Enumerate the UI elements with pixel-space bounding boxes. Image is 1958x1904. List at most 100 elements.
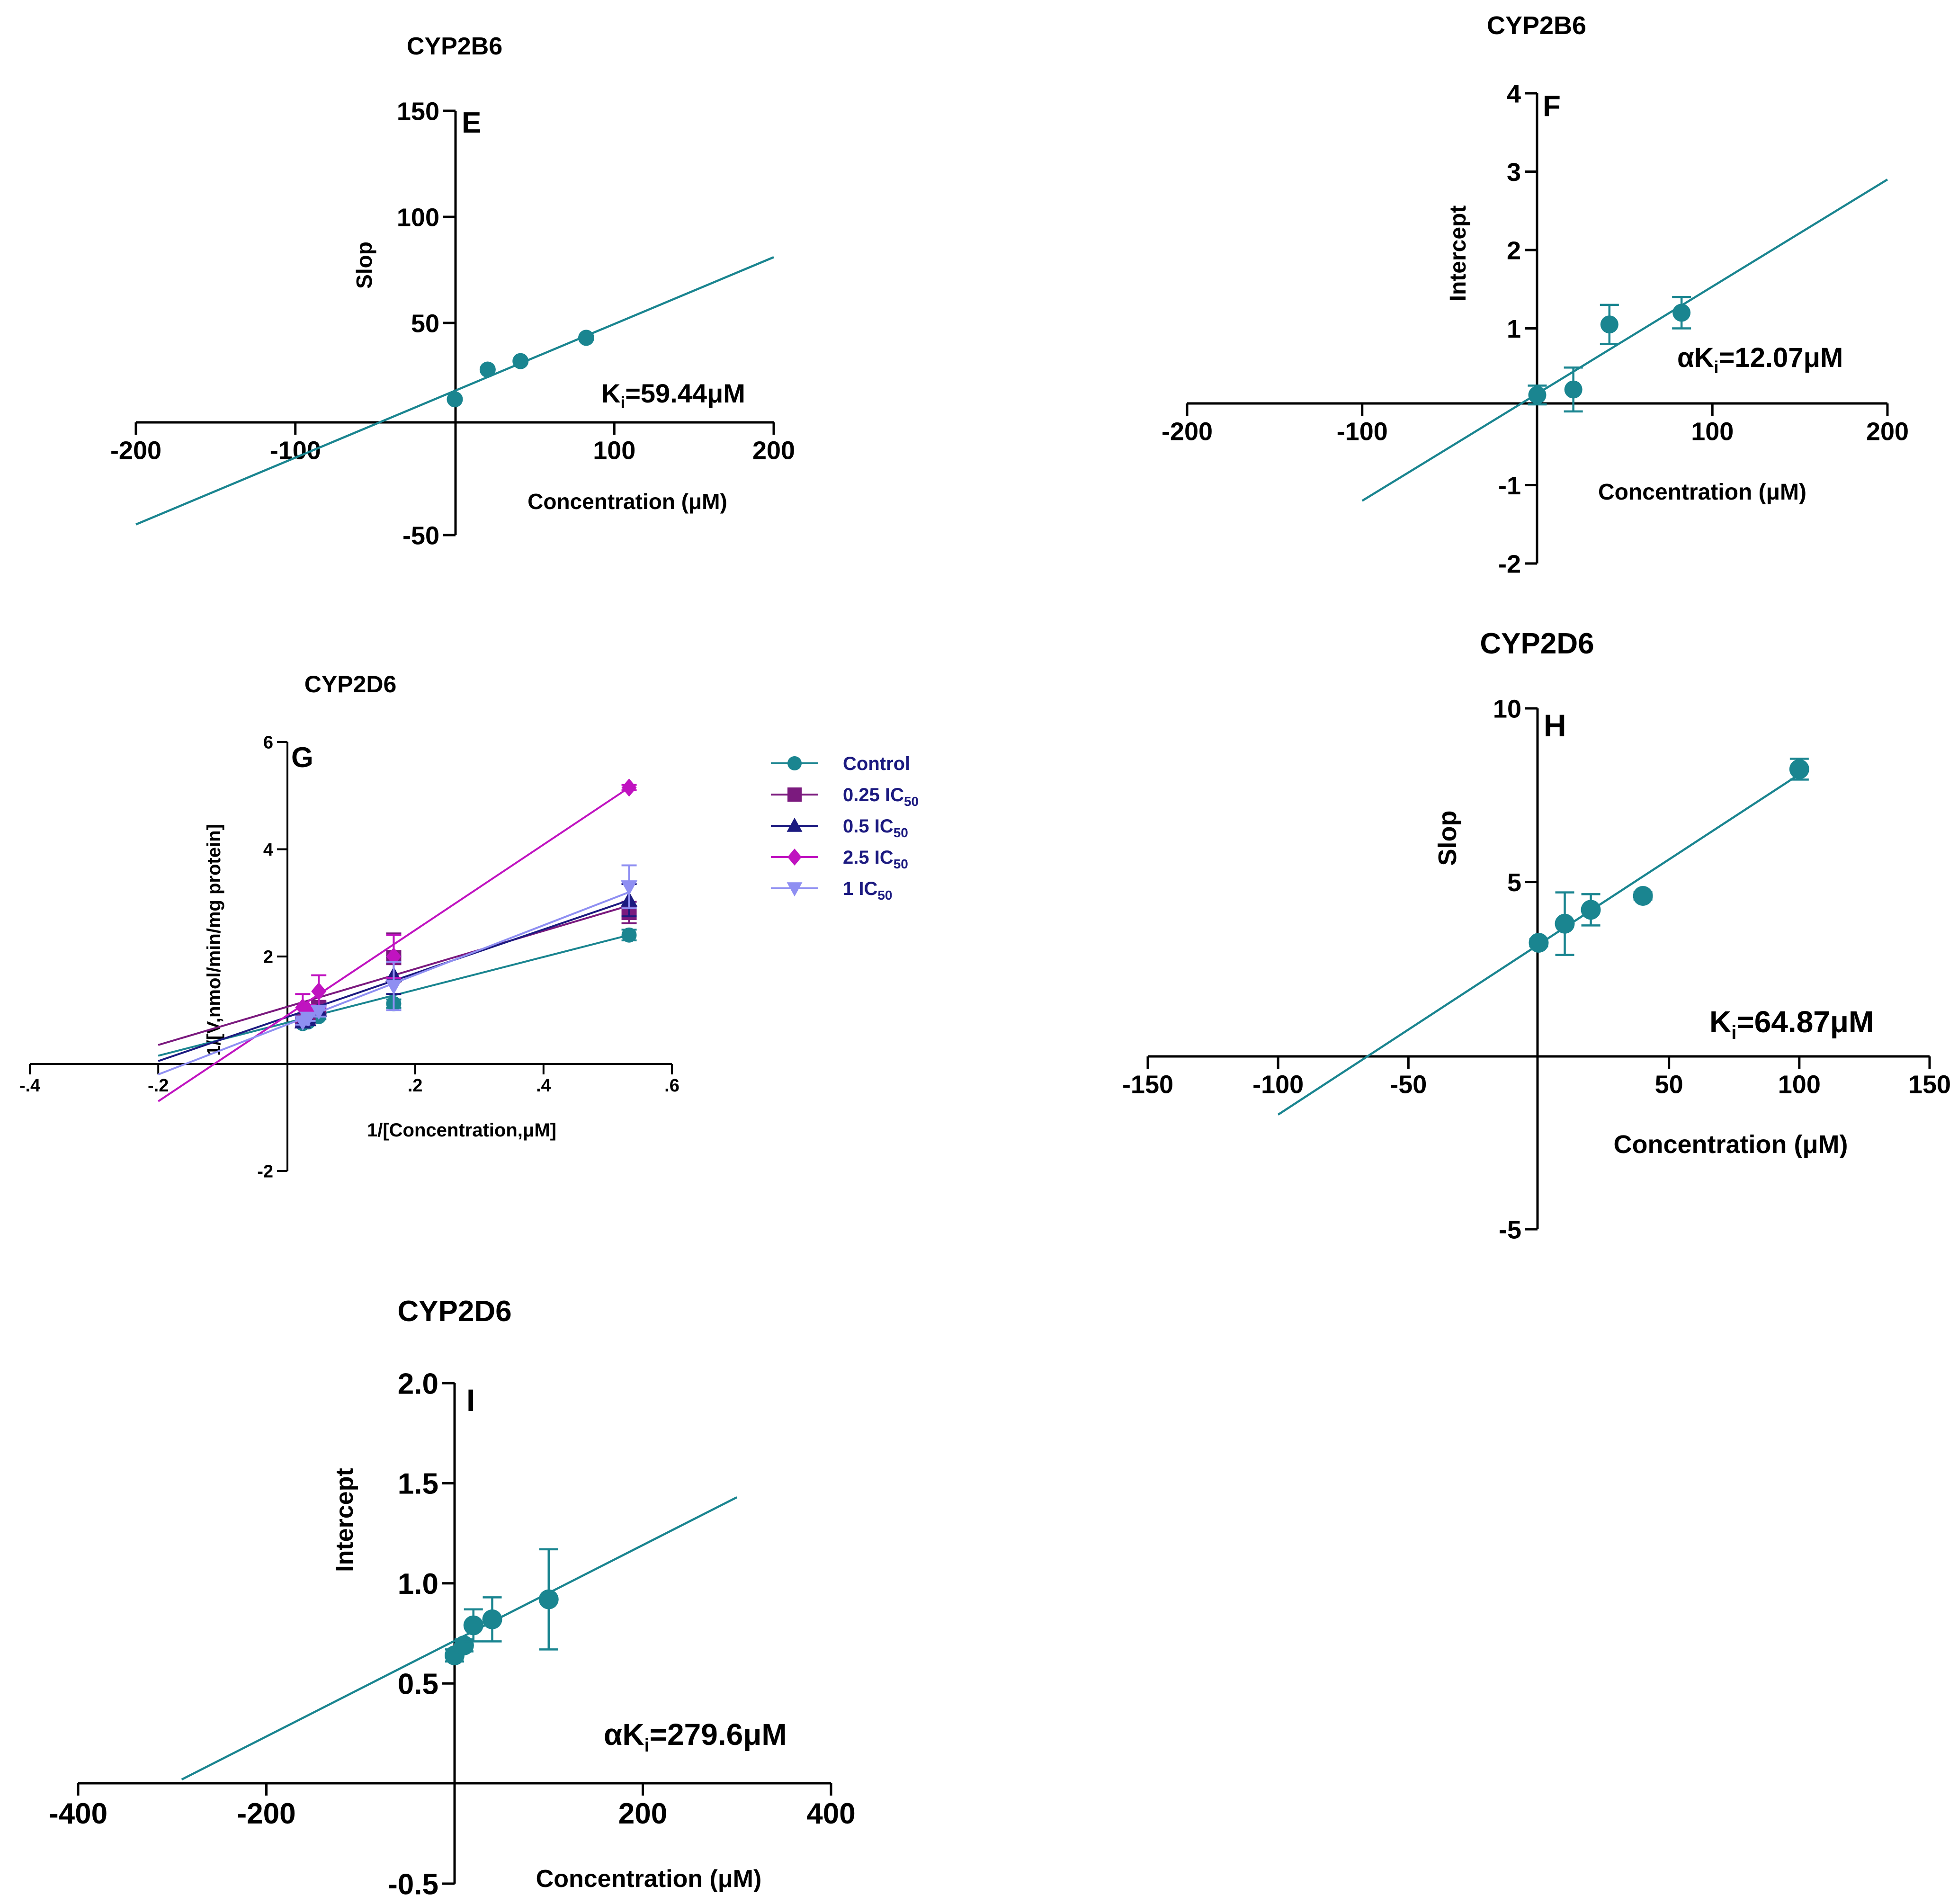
y-tick-label: 50 bbox=[411, 309, 439, 338]
x-axis-title: Concentration (μM) bbox=[1598, 480, 1806, 505]
x-tick-label: 100 bbox=[593, 436, 635, 465]
panel-h-chart: CYP2D6 H -150 -100 -50 50 100 150 -5 5 10 Concentra… bbox=[1122, 627, 1951, 1244]
y-tick-label: -0.5 bbox=[388, 1868, 438, 1901]
y-tick-label: 2 bbox=[1507, 236, 1521, 265]
data-point bbox=[620, 880, 638, 896]
y-axis-title: 1/[V,nmol/min/mg protein] bbox=[204, 824, 224, 1056]
panel-f-chart: CYP2B6 F -200 -100 100 200 -2 -1 1 2 3 4 Concentrati… bbox=[1162, 11, 1909, 578]
legend-label: 1 IC50 bbox=[843, 878, 893, 903]
y-tick-label: 3 bbox=[1507, 158, 1521, 187]
y-axis-title: Intercept bbox=[1446, 206, 1471, 302]
data-point bbox=[1789, 759, 1809, 779]
data-point bbox=[1672, 304, 1691, 322]
chart-title: CYP2B6 bbox=[1487, 11, 1586, 40]
x-tick-label: 200 bbox=[618, 1797, 667, 1830]
data-point bbox=[578, 330, 594, 346]
data-point bbox=[1555, 913, 1575, 934]
y-tick-label: -5 bbox=[1499, 1216, 1521, 1244]
data-point bbox=[1528, 386, 1547, 404]
data-point bbox=[1581, 900, 1601, 920]
x-tick-label: 200 bbox=[1866, 417, 1909, 446]
legend-label: Control bbox=[843, 753, 910, 774]
y-tick-label: 10 bbox=[1493, 695, 1521, 723]
y-tick-label: -2 bbox=[257, 1162, 273, 1182]
panel-g-legend: Control 0.25 IC50 0.5 IC50 2.5 IC50 1 IC50 bbox=[771, 753, 919, 903]
data-point bbox=[300, 1001, 316, 1019]
x-tick-label: -.4 bbox=[19, 1076, 40, 1096]
panel-letter: E bbox=[462, 107, 481, 139]
legend-label: 0.25 IC50 bbox=[843, 785, 919, 809]
ki-annotation: Ki=64.87μM bbox=[1709, 1005, 1874, 1043]
chart-title: CYP2D6 bbox=[1480, 627, 1594, 660]
data-point bbox=[385, 979, 402, 995]
x-axis-title: 1/[Concentration,μM] bbox=[367, 1120, 556, 1141]
y-tick-label: 4 bbox=[1507, 80, 1521, 108]
y-tick-label: 6 bbox=[263, 733, 273, 753]
data-point bbox=[447, 391, 463, 408]
chart-title: CYP2D6 bbox=[304, 671, 397, 697]
data-point bbox=[1600, 315, 1618, 334]
data-point bbox=[463, 1615, 483, 1636]
x-tick-label: -200 bbox=[110, 436, 161, 465]
ki-annotation: Ki=59.44μM bbox=[601, 378, 745, 412]
x-tick-label: 200 bbox=[752, 436, 795, 465]
x-tick-label: 100 bbox=[1691, 417, 1734, 446]
data-point bbox=[621, 778, 637, 797]
fit-line bbox=[1361, 179, 1888, 502]
panel-g-chart: CYP2D6 G -.4 -.2 .2 .4 .6 -2 2 4 6 1/[Concentration… bbox=[19, 671, 679, 1182]
data-point bbox=[1529, 933, 1549, 953]
x-tick-label: .6 bbox=[664, 1076, 679, 1096]
y-tick-label: 100 bbox=[397, 203, 439, 232]
panel-i-chart: CYP2D6 I -400 -200 200 400 -0.5 0.5 1.0 1.5 2.0 Con… bbox=[49, 1295, 856, 1901]
x-tick-label: -150 bbox=[1122, 1070, 1173, 1099]
x-tick-label: -100 bbox=[1252, 1070, 1304, 1099]
x-tick-label: 100 bbox=[1778, 1070, 1821, 1099]
legend-marker bbox=[787, 756, 802, 770]
fit-line bbox=[135, 256, 774, 526]
ki-annotation: αKi=12.07μM bbox=[1677, 342, 1843, 377]
x-tick-label: 400 bbox=[806, 1797, 855, 1830]
x-tick-label: -100 bbox=[1337, 417, 1388, 446]
x-tick-label: 150 bbox=[1908, 1070, 1951, 1099]
legend-label: 0.5 IC50 bbox=[843, 816, 908, 840]
x-tick-label: -200 bbox=[237, 1797, 295, 1830]
legend-marker bbox=[787, 849, 802, 866]
x-tick-label: 50 bbox=[1655, 1070, 1683, 1099]
x-tick-label: -50 bbox=[1390, 1070, 1427, 1099]
panel-letter: F bbox=[1543, 90, 1561, 123]
data-point bbox=[538, 1589, 559, 1609]
ki-annotation: αKi=279.6μM bbox=[604, 1717, 787, 1756]
y-tick-label: -2 bbox=[1498, 550, 1521, 578]
panel-letter: G bbox=[291, 742, 313, 773]
chart-title: CYP2B6 bbox=[407, 33, 502, 60]
x-tick-label: -.2 bbox=[148, 1076, 169, 1096]
y-tick-label: -1 bbox=[1498, 472, 1521, 500]
legend-marker bbox=[787, 882, 803, 897]
panel-letter: H bbox=[1544, 708, 1566, 743]
y-tick-label: -50 bbox=[402, 521, 439, 550]
y-tick-label: 2 bbox=[263, 948, 273, 967]
x-tick-label: -400 bbox=[49, 1797, 107, 1830]
data-point bbox=[1564, 380, 1582, 399]
series-magenta bbox=[158, 778, 637, 1102]
data-point bbox=[299, 1011, 317, 1027]
y-tick-label: 5 bbox=[1507, 868, 1521, 897]
legend-label: 2.5 IC50 bbox=[843, 847, 908, 871]
data-point bbox=[311, 982, 327, 1001]
x-axis-title: Concentration (μM) bbox=[1614, 1130, 1848, 1159]
y-axis-title: Intercept bbox=[331, 1468, 358, 1572]
y-tick-label: 2.0 bbox=[398, 1368, 438, 1400]
series-lavender bbox=[158, 864, 638, 1076]
panel-letter: I bbox=[466, 1383, 475, 1418]
x-tick-label: -200 bbox=[1162, 417, 1213, 446]
data-point bbox=[454, 1635, 474, 1655]
y-axis-title: Slop bbox=[1433, 811, 1462, 866]
legend-marker bbox=[787, 787, 802, 802]
chart-title: CYP2D6 bbox=[397, 1295, 511, 1328]
data-point bbox=[479, 361, 496, 378]
y-tick-label: 150 bbox=[397, 97, 439, 125]
data-point bbox=[1633, 886, 1653, 906]
data-point bbox=[310, 1004, 327, 1020]
